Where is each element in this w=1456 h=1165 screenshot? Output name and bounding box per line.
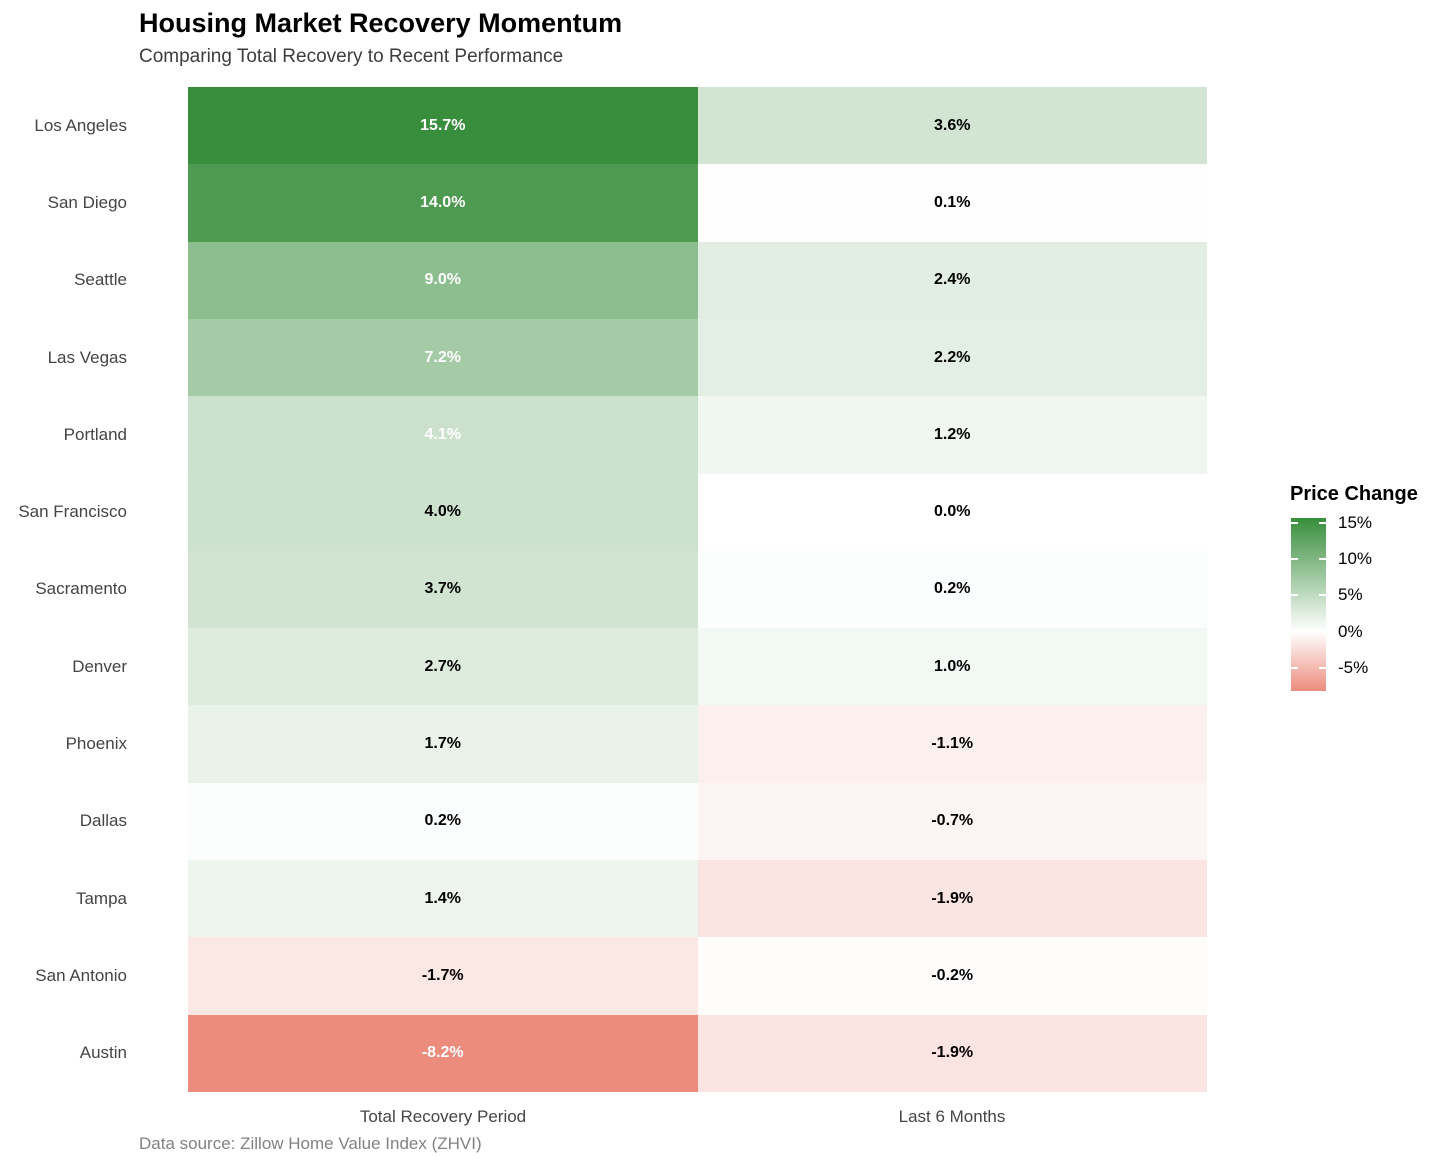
y-axis-label: Las Vegas [47, 347, 127, 367]
heatmap-cell: 2.2% [697, 318, 1207, 397]
heatmap-cell: 0.0% [697, 473, 1207, 551]
heatmap-cell: 2.4% [697, 241, 1207, 319]
legend-tick [1291, 666, 1298, 669]
heatmap-cell: 2.7% [188, 628, 698, 706]
heatmap-cell: 4.1% [188, 396, 698, 474]
heatmap-cell: 3.6% [697, 87, 1207, 165]
heatmap-cell: -0.2% [697, 937, 1207, 1015]
y-axis-label: San Diego [47, 192, 127, 212]
heatmap-cell: 0.2% [697, 550, 1207, 629]
legend-label: -5% [1338, 657, 1369, 677]
y-axis-label: San Francisco [18, 502, 127, 522]
legend-label: 0% [1338, 621, 1363, 641]
legend-tick [1319, 594, 1326, 597]
y-axis-label: Phoenix [65, 734, 127, 754]
y-axis-label: Seattle [74, 270, 127, 290]
legend: Price Change 15% 10% 5% 0% -5% [1290, 484, 1456, 704]
legend-label: 10% [1338, 549, 1373, 569]
legend-label: 5% [1338, 585, 1363, 605]
legend-label: 15% [1338, 513, 1373, 533]
legend-tick [1319, 558, 1326, 561]
x-axis-label-total-recovery: Total Recovery Period [359, 1107, 527, 1126]
heatmap-cell: 4.0% [188, 473, 698, 551]
heatmap-cell: 14.0% [188, 164, 698, 242]
chart-subtitle: Comparing Total Recovery to Recent Perfo… [139, 46, 564, 67]
heatmap-cell: 1.2% [697, 396, 1207, 474]
heatmap-cell: 1.4% [188, 860, 698, 938]
heatmap-cell: -1.9% [697, 860, 1207, 938]
y-axis-label: Sacramento [35, 579, 127, 599]
heatmap-cell: -1.1% [697, 705, 1207, 783]
y-axis-label: Los Angeles [34, 115, 127, 135]
legend-tick [1291, 558, 1298, 561]
chart-caption: Data source: Zillow Home Value Index (ZH… [139, 1134, 482, 1153]
heatmap-cell: -1.7% [188, 937, 698, 1015]
legend-tick [1291, 630, 1298, 633]
heatmap-cell: 9.0% [188, 241, 698, 319]
heatmap-cell: -0.7% [697, 782, 1207, 861]
legend-colorbar [1291, 518, 1326, 691]
heatmap-cell: -1.9% [697, 1014, 1207, 1092]
heatmap-grid: 15.7% 3.6% 14.0% 0.1% 9.0% 2.4% 7.2% 2.2% 4.1% 1.… [188, 87, 1207, 1092]
heatmap-cell: 0.1% [697, 164, 1207, 242]
chart-title: Housing Market Recovery Momentum [139, 8, 623, 38]
legend-tick [1291, 522, 1298, 525]
heatmap-cell: 3.7% [188, 550, 698, 629]
legend-tick [1319, 666, 1326, 669]
y-axis-label: San Antonio [35, 966, 127, 986]
heatmap-cell: -8.2% [188, 1014, 698, 1092]
y-axis-label: Tampa [75, 888, 127, 908]
heatmap-cell: 15.7% [188, 87, 698, 165]
heatmap-cell: 0.2% [188, 782, 698, 861]
y-axis-label: Portland [63, 424, 127, 444]
heatmap-cell: 1.0% [697, 628, 1207, 706]
y-axis-label: Denver [72, 656, 127, 676]
legend-tick [1291, 594, 1298, 597]
legend-title: Price Change [1290, 483, 1418, 505]
heatmap-cell: 1.7% [188, 705, 698, 783]
heatmap-cell: 7.2% [188, 318, 698, 397]
y-axis-label: Austin [79, 1043, 127, 1063]
y-axis-label: Dallas [79, 811, 127, 831]
x-axis-label-last-6-months: Last 6 Months [898, 1107, 1006, 1126]
legend-tick [1319, 522, 1326, 525]
y-axis: Los Angeles San Diego Seattle Las Vegas Port… [0, 87, 127, 1092]
legend-tick [1319, 630, 1326, 633]
